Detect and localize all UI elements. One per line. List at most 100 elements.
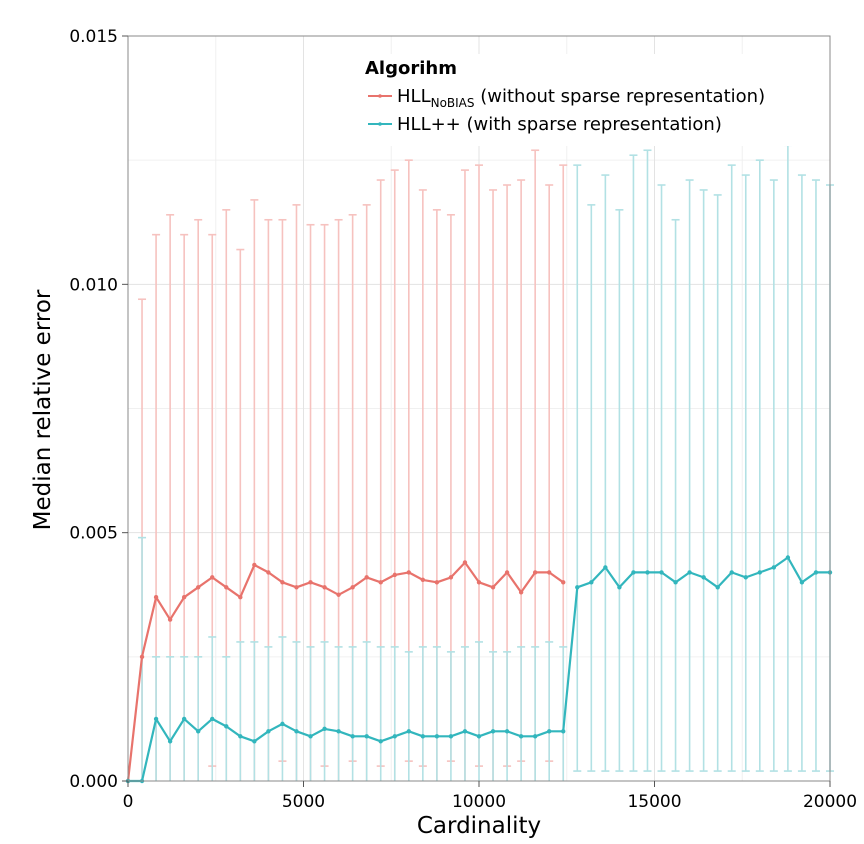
y-tick-label: 0.005: [69, 524, 118, 544]
data-point-hllpp: [532, 734, 538, 739]
data-point-nobias: [139, 654, 145, 660]
data-point-nobias: [490, 585, 496, 590]
legend-label-hllpp: HLL++ (with sparse representation): [397, 114, 722, 135]
data-point-hllpp: [252, 739, 257, 744]
data-point-nobias: [448, 575, 454, 580]
data-point-hllpp: [518, 734, 524, 739]
data-point-nobias: [196, 585, 201, 590]
legend-hllpp-main: HLL++: [397, 114, 461, 135]
data-point-hllpp: [336, 729, 341, 734]
series-lines: [125, 555, 833, 784]
data-point-nobias: [532, 570, 538, 575]
x-tick-label: 5000: [282, 792, 325, 812]
data-point-hllpp: [785, 555, 791, 560]
data-point-hllpp: [238, 734, 243, 739]
data-point-hllpp: [210, 716, 215, 722]
x-tick-label: 15000: [627, 792, 681, 812]
data-point-hllpp: [547, 729, 552, 734]
data-point-hllpp: [603, 565, 608, 570]
data-point-nobias: [434, 580, 440, 585]
data-point-nobias: [167, 617, 173, 622]
data-point-hllpp: [153, 716, 159, 722]
data-point-hllpp: [743, 575, 748, 580]
data-point-hllpp: [196, 729, 201, 734]
data-point-hllpp: [266, 729, 271, 734]
series-line-nobias: [126, 561, 564, 782]
data-point-hllpp: [364, 734, 369, 739]
x-axis-title: Cardinality: [417, 813, 541, 839]
data-point-hllpp: [476, 734, 482, 739]
data-point-hllpp: [322, 726, 327, 732]
y-tick-label: 0.010: [69, 275, 118, 295]
data-point-nobias: [547, 570, 552, 575]
data-point-nobias: [294, 585, 299, 590]
data-point-nobias: [238, 595, 243, 600]
data-point-nobias: [336, 592, 341, 597]
legend-title: Algorihm: [365, 58, 457, 79]
data-point-hllpp: [659, 570, 664, 575]
data-point-nobias: [266, 570, 271, 575]
y-tick-label: 0.000: [69, 772, 118, 792]
data-point-hllpp: [701, 575, 706, 580]
legend-key-nobias-marker: [378, 94, 382, 98]
data-point-nobias: [210, 575, 215, 580]
data-point-hllpp: [561, 729, 566, 734]
data-point-hllpp: [813, 570, 819, 575]
x-tick-label: 20000: [803, 792, 857, 812]
x-tick-label: 10000: [452, 792, 506, 812]
data-point-hllpp: [406, 729, 411, 734]
data-point-nobias: [153, 595, 159, 600]
data-point-hllpp: [645, 570, 650, 575]
data-point-nobias: [561, 580, 566, 585]
data-point-nobias: [518, 590, 524, 595]
data-point-nobias: [280, 580, 285, 585]
legend-nobias-main: HLL: [397, 86, 431, 107]
data-point-hllpp: [771, 565, 777, 570]
data-point-nobias: [322, 585, 327, 590]
y-tick-label: 0.015: [69, 27, 118, 47]
y-axis-title: Median relative error: [30, 289, 56, 530]
data-point-hllpp: [434, 734, 440, 739]
legend-box: [360, 54, 810, 146]
data-point-hllpp: [280, 721, 285, 727]
data-point-hllpp: [448, 734, 454, 739]
data-point-hllpp: [294, 729, 299, 734]
data-point-hllpp: [392, 734, 397, 739]
legend: Algorihm HLLNoBIAS (without sparse repre…: [360, 54, 810, 146]
data-point-nobias: [504, 570, 510, 575]
data-point-nobias: [476, 580, 482, 585]
data-point-nobias: [378, 580, 383, 585]
data-point-nobias: [181, 595, 187, 600]
legend-key-hllpp-marker: [378, 122, 382, 126]
data-point-hllpp: [757, 570, 762, 575]
error-bars: [138, 144, 834, 781]
data-point-hllpp: [462, 729, 468, 734]
data-point-hllpp: [575, 585, 580, 590]
data-point-nobias: [252, 562, 257, 568]
data-point-nobias: [392, 572, 397, 578]
legend-nobias-subscript: NoBIAS: [431, 96, 475, 110]
legend-nobias-rest: (without sparse representation): [475, 86, 766, 107]
data-point-hllpp: [167, 739, 173, 744]
data-point-hllpp: [673, 580, 678, 585]
data-point-hllpp: [687, 570, 692, 575]
x-tick-label: 0: [123, 792, 134, 812]
data-point-nobias: [420, 577, 426, 583]
data-point-hllpp: [799, 580, 805, 585]
data-point-nobias: [406, 570, 411, 575]
data-point-nobias: [364, 575, 369, 580]
data-point-hllpp: [504, 729, 510, 734]
data-point-nobias: [350, 585, 355, 590]
data-point-nobias: [462, 560, 468, 565]
data-point-hllpp: [224, 724, 229, 729]
data-point-hllpp: [181, 716, 187, 722]
data-point-hllpp: [631, 570, 636, 575]
data-point-nobias: [224, 585, 229, 590]
data-point-hllpp: [378, 739, 383, 744]
data-point-hllpp: [617, 585, 622, 590]
data-point-hllpp: [490, 729, 496, 734]
data-point-hllpp: [589, 580, 594, 585]
data-point-nobias: [308, 580, 313, 585]
data-point-hllpp: [350, 734, 355, 739]
